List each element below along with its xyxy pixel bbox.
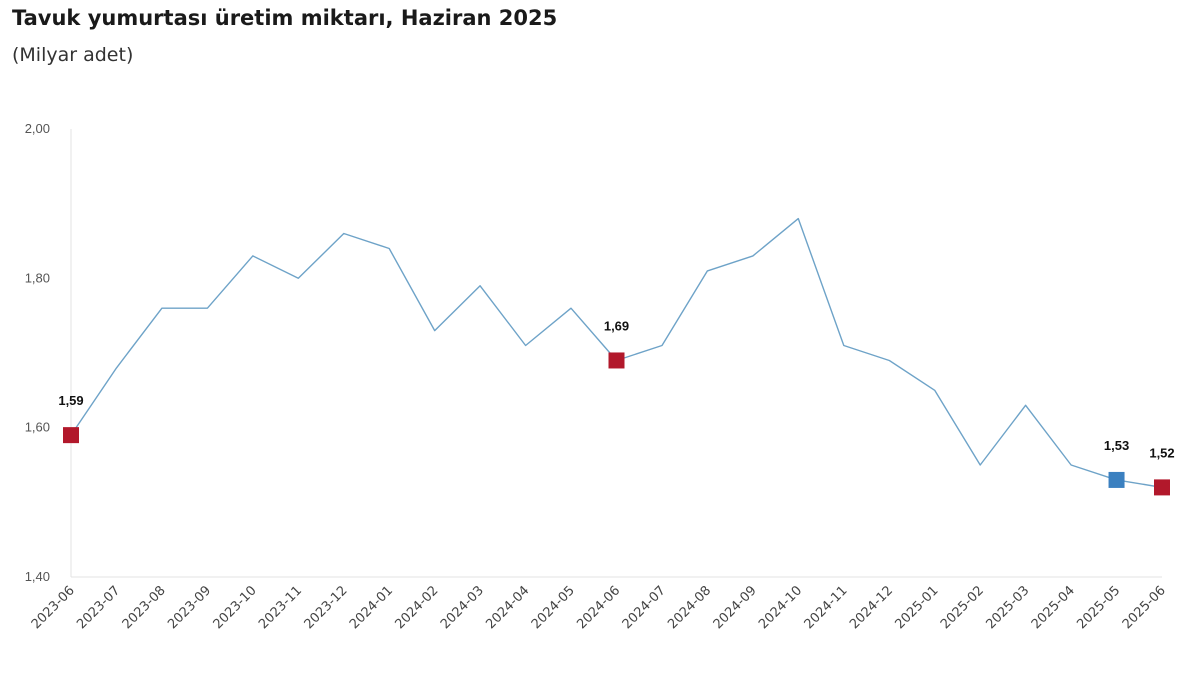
x-tick-label: 2024-09 (711, 583, 760, 632)
y-tick-label: 1,80 (25, 270, 50, 285)
x-tick-label: 2024-11 (802, 583, 851, 632)
x-tick-label: 2023-07 (74, 583, 123, 632)
y-tick-label: 1,60 (25, 420, 50, 435)
data-label: 1,69 (604, 318, 629, 333)
x-tick-label: 2024-04 (483, 583, 532, 632)
x-tick-label: 2024-07 (620, 583, 669, 632)
x-tick-label: 2024-06 (574, 583, 623, 632)
highlight-marker (608, 352, 625, 369)
x-tick-label: 2023-10 (211, 583, 260, 632)
x-tick-label: 2023-08 (120, 583, 169, 632)
x-tick-label: 2024-08 (665, 583, 714, 632)
x-tick-label: 2024-12 (847, 583, 896, 632)
x-tick-label: 2023-12 (302, 583, 351, 632)
x-tick-label: 2023-09 (165, 583, 214, 632)
y-tick-label: 1,40 (25, 569, 50, 584)
x-tick-label: 2025-06 (1120, 583, 1169, 632)
highlight-marker (1154, 479, 1170, 496)
y-tick-label: 2,00 (25, 121, 50, 136)
x-tick-label: 2024-03 (438, 583, 487, 632)
x-tick-label: 2025-03 (983, 583, 1032, 632)
x-tick-label: 2024-10 (756, 583, 805, 632)
data-label: 1,59 (58, 393, 83, 408)
x-tick-label: 2024-02 (392, 583, 441, 632)
x-tick-label: 2023-11 (256, 583, 305, 632)
x-tick-label: 2025-01 (893, 583, 942, 632)
x-tick-label: 2025-04 (1029, 583, 1078, 632)
x-tick-label: 2025-05 (1074, 583, 1123, 632)
x-tick-label: 2025-02 (938, 583, 987, 632)
chart-title: Tavuk yumurtası üretim miktarı, Haziran … (12, 6, 558, 30)
x-tick-label: 2024-01 (347, 583, 396, 632)
data-label: 1,53 (1104, 438, 1129, 453)
highlight-marker (63, 427, 79, 444)
data-label: 1,52 (1149, 445, 1174, 460)
highlight-marker (1108, 471, 1125, 488)
chart-subtitle: (Milyar adet) (12, 44, 134, 66)
x-tick-label: 2024-05 (529, 583, 578, 632)
x-tick-label: 2023-06 (29, 583, 78, 632)
